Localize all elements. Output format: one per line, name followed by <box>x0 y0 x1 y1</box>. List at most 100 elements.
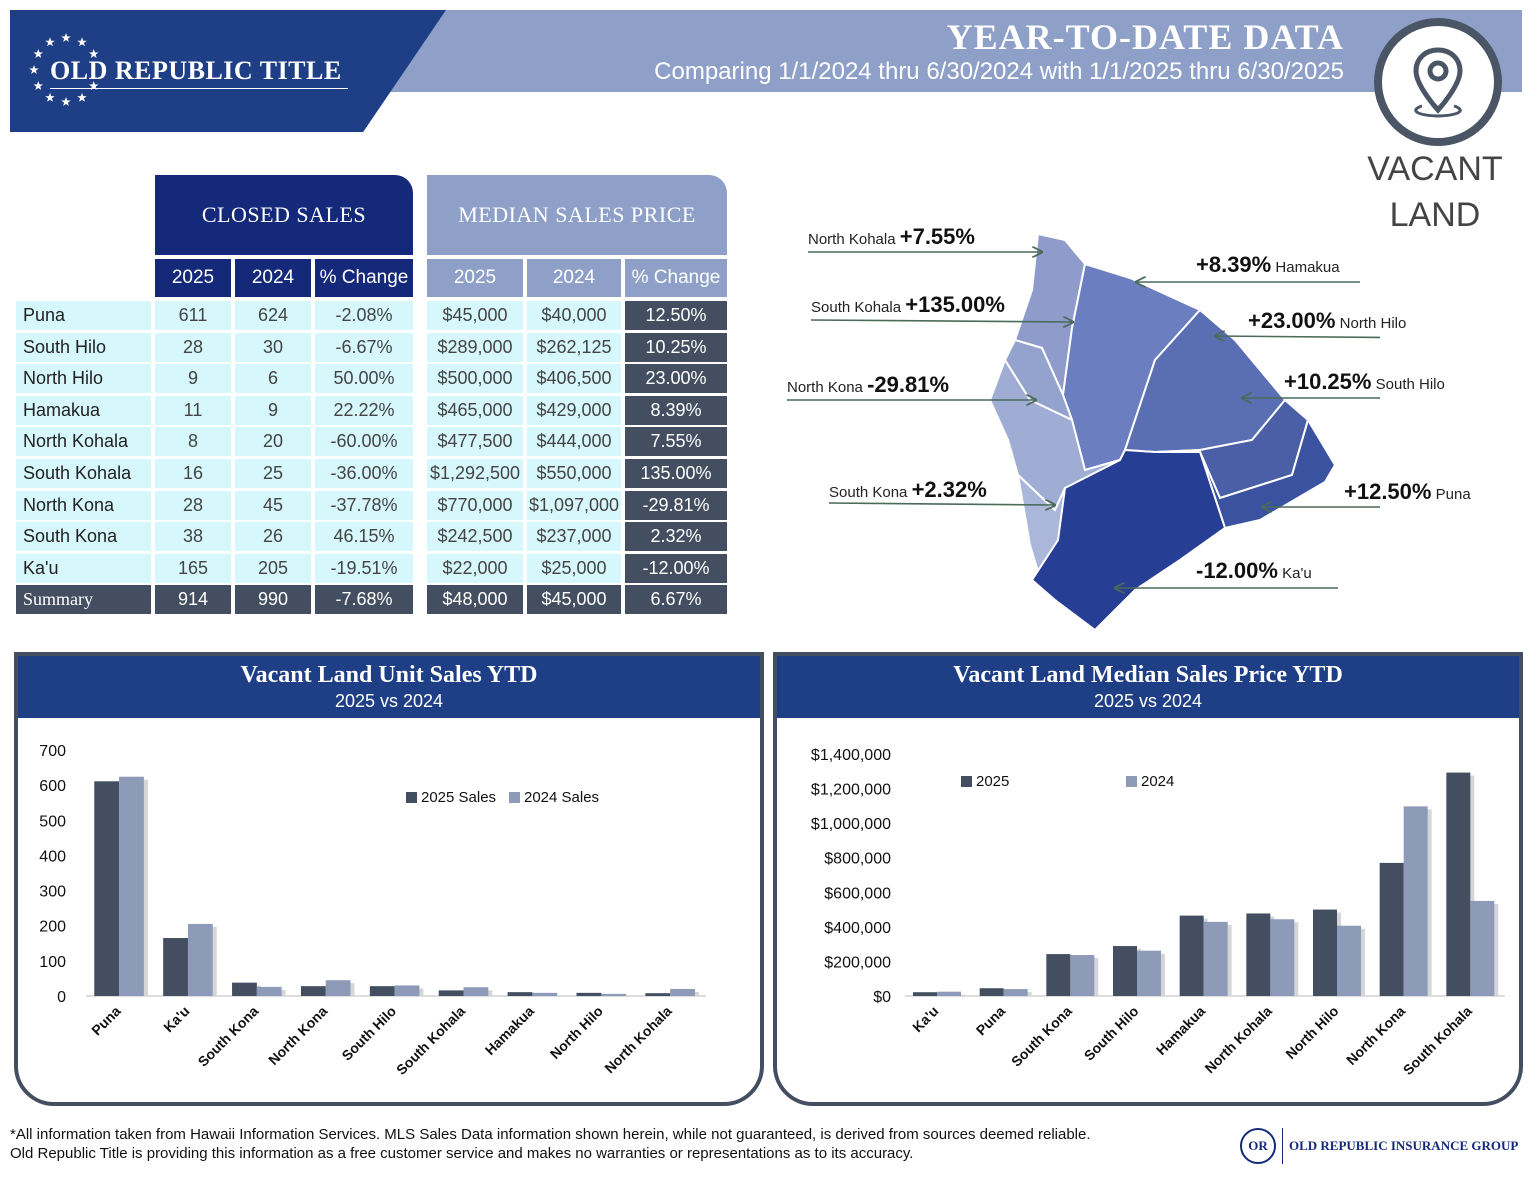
bar <box>1246 913 1271 996</box>
x-tick-label: Ka'u <box>160 1003 192 1035</box>
y-tick-label: 100 <box>39 954 66 971</box>
y-tick-label: $200,000 <box>824 954 891 971</box>
table-cell: 9 <box>235 396 311 425</box>
table-row-label: North Hilo <box>16 364 151 393</box>
y-tick-label: 0 <box>57 989 66 1006</box>
table-cell: -6.67% <box>315 333 413 362</box>
x-tick-label: South Hilo <box>338 1003 399 1064</box>
org-logo-text: OLD REPUBLIC INSURANCE GROUP <box>1289 1138 1519 1153</box>
table-cell: $289,000 <box>427 333 523 362</box>
badge-line-1: VACANT <box>1367 150 1503 188</box>
x-tick-label: North Kohala <box>601 1003 675 1077</box>
table-cell: -60.00% <box>315 427 413 456</box>
map-label: -12.00% Ka'u <box>1196 558 1312 584</box>
median-price-panel: Vacant Land Median Sales Price YTD 2025 … <box>773 652 1523 1106</box>
bar <box>1113 946 1137 996</box>
table-cell: 611 <box>155 301 231 330</box>
logo-text: OLD REPUBLIC TITLE <box>50 56 342 85</box>
x-tick-label: Puna <box>973 1003 1009 1039</box>
y-tick-label: $1,200,000 <box>811 782 891 799</box>
unit-sales-subtitle: 2025 vs 2024 <box>334 691 444 711</box>
table-cell: $770,000 <box>427 491 523 520</box>
column-header: % Change <box>625 259 727 297</box>
bar <box>1470 900 1495 996</box>
map-label-pct: +135.00% <box>905 292 1005 317</box>
badge-line-2: LAND <box>1389 196 1481 234</box>
summary-cell: 914 <box>155 585 231 614</box>
map-label-pct: +2.32% <box>911 477 987 502</box>
bar <box>1379 862 1404 996</box>
table-row-label: North Kona <box>16 491 151 520</box>
star-icon <box>89 49 99 58</box>
star-icon <box>61 33 71 42</box>
island-map <box>787 232 1380 632</box>
bar <box>163 938 188 996</box>
summary-cell: $45,000 <box>527 585 621 614</box>
table-cell: 165 <box>155 554 231 583</box>
table-cell: $444,000 <box>527 427 621 456</box>
table-cell: $242,500 <box>427 522 523 551</box>
star-icon <box>89 81 99 90</box>
table-cell: $500,000 <box>427 364 523 393</box>
median-price-chart-subtitle: 2025 vs 2024 <box>1093 691 1203 711</box>
star-icon <box>77 37 87 47</box>
legend-label: 2025 Sales <box>421 789 496 806</box>
table-cell: 624 <box>235 301 311 330</box>
x-tick-label: Hamakua <box>482 1003 537 1058</box>
star-icon <box>33 81 43 90</box>
bar <box>1446 772 1471 996</box>
median-price-chart: $1,400,000 $1,200,000 $1,000,000 $800,000 $6… <box>811 747 1505 1078</box>
bar <box>94 781 120 996</box>
column-header: 2025 <box>427 259 523 297</box>
y-tick-label: 300 <box>39 884 66 901</box>
table-cell: $22,000 <box>427 554 523 583</box>
table-cell: -19.51% <box>315 554 413 583</box>
table-cell: 11 <box>155 396 231 425</box>
table-cell: 38 <box>155 522 231 551</box>
star-icon <box>61 97 71 106</box>
y-tick-label: 500 <box>39 813 66 830</box>
map-label: North Kohala +7.55% <box>808 224 975 250</box>
summary-cell: $48,000 <box>427 585 523 614</box>
table-cell: $429,000 <box>527 396 621 425</box>
x-tick-label: North Kona <box>265 1003 330 1068</box>
org-logo: OR OLD REPUBLIC INSURANCE GROUP <box>1240 1128 1518 1164</box>
table-cell: 28 <box>155 491 231 520</box>
bar <box>576 992 602 996</box>
y-tick-label: $1,400,000 <box>811 747 891 764</box>
map-label-pct: +10.25% <box>1284 369 1372 394</box>
legend-swatch <box>509 792 520 803</box>
x-tick-label: Hamakua <box>1153 1003 1208 1058</box>
map-label: +8.39% Hamakua <box>1196 252 1340 278</box>
map-label-pct: -12.00% <box>1196 558 1278 583</box>
x-tick-label: Ka'u <box>909 1003 941 1035</box>
summary-cell: 990 <box>235 585 311 614</box>
bar <box>1070 955 1095 996</box>
closed-sales-header: CLOSED SALES <box>155 175 413 255</box>
x-tick-label: North Kona <box>1343 1003 1408 1068</box>
footer-disclaimer: *All information taken from Hawaii Infor… <box>10 1125 1091 1163</box>
bar <box>187 923 213 996</box>
bar <box>1313 909 1337 996</box>
map-label-pct: +12.50% <box>1344 479 1432 504</box>
table-cell: 12.50% <box>625 301 727 330</box>
bar <box>913 992 937 996</box>
bar <box>1403 806 1428 996</box>
map-label-pct: +7.55% <box>899 224 975 249</box>
bar <box>1003 989 1028 996</box>
legend-label: 2025 <box>976 773 1009 790</box>
summary-cell: -7.68% <box>315 585 413 614</box>
bar <box>1203 921 1228 996</box>
table-row-label: North Kohala <box>16 427 151 456</box>
map-label-name: North Kohala <box>808 231 896 248</box>
table-row-label: Ka'u <box>16 554 151 583</box>
star-icon <box>45 37 55 47</box>
table-cell: 7.55% <box>625 427 727 456</box>
legend-swatch <box>1126 776 1137 787</box>
table-cell: $40,000 <box>527 301 621 330</box>
bar <box>300 986 326 996</box>
table-row-label: Puna <box>16 301 151 330</box>
x-tick-label: South Kona <box>195 1003 262 1070</box>
disclaimer-line-2: Old Republic Title is providing this inf… <box>10 1145 914 1162</box>
map-label-pct: -29.81% <box>867 372 950 397</box>
